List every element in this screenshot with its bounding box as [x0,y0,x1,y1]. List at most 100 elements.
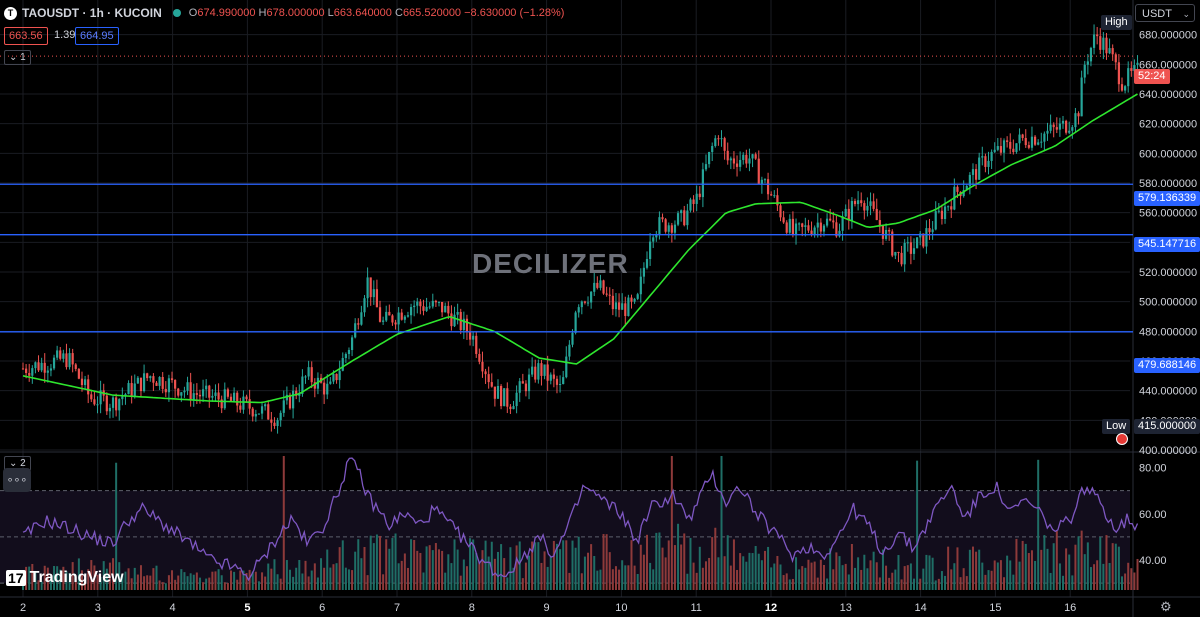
volume-bar [1136,558,1139,590]
candle-body [108,407,112,412]
candle-body [835,222,838,237]
volume-bar [127,568,130,590]
volume-bar [593,555,596,590]
candle-body [518,381,521,393]
volume-bar [788,579,791,590]
candle-body [1133,65,1136,71]
volume-bar [829,548,832,590]
volume-bar [1065,548,1068,590]
candle-body [524,383,528,392]
volume-bar [922,568,925,590]
candle-body [562,377,565,385]
candle-body [673,224,677,233]
candle-body [1015,143,1018,153]
candle-body [1120,84,1124,91]
volume-bar [202,582,205,590]
candle-body [527,374,531,392]
candle-body [251,408,254,417]
volume-bar [130,578,133,590]
volume-bar [31,563,34,590]
candle-body [354,323,357,338]
volume-bar [183,572,186,590]
volume-bar [438,549,441,590]
volume-bar [307,576,310,590]
candle-body [934,211,937,230]
volume-bar [785,573,788,590]
candle-body [37,362,40,371]
candle-body [270,419,273,423]
volume-bar [810,562,813,590]
pane1-collapse-button[interactable]: ⌄ 1 [4,50,31,65]
volume-bar [186,576,189,590]
candle-body [378,307,382,322]
watermark: DECILIZER [472,248,629,279]
candle-body [909,242,912,254]
volume-bar [751,553,754,590]
candle-body [863,203,866,211]
candle-body [1068,130,1071,133]
volume-bar [382,574,385,590]
candle-body [21,368,25,370]
candle-body [288,394,292,409]
candle-body [462,318,465,331]
us-flag-icon[interactable] [1116,433,1128,445]
gear-icon[interactable]: ⚙ [1160,599,1172,614]
volume-bar [1114,543,1117,590]
volume-bar [267,563,270,590]
candle-body [242,396,245,410]
volume-bar [701,567,704,590]
level-label-545[interactable]: 545.147716 [1134,237,1200,252]
candle-body [922,233,925,247]
candle-body [912,248,916,254]
volume-bar [214,571,217,590]
volume-bar [59,569,62,590]
candle-body [878,220,881,226]
candle-body [406,315,410,317]
candle-body [546,364,549,381]
candle-body [437,301,441,303]
volume-bar [1055,530,1058,590]
candle-body [822,225,826,232]
volume-bar [580,573,583,590]
volume-bar [301,573,304,590]
price-tick-label: 640.000000 [1139,89,1197,101]
candle-body [1043,133,1046,142]
volume-bar [826,578,829,590]
candle-body [943,206,947,219]
volume-bar [245,572,248,590]
level-label-579[interactable]: 579.136339 [1134,191,1200,206]
sell-price-button[interactable]: 663.56 [4,27,48,45]
time-tick-label: 2 [20,602,26,614]
candle-body [198,394,202,397]
candle-body [205,385,208,390]
high-label: High [1101,15,1132,30]
volume-bar [93,565,96,590]
candle-body [431,300,434,307]
candle-body [537,363,540,380]
candle-body [1102,37,1105,50]
volume-bar [1133,572,1136,590]
volume-bar [577,536,580,590]
candle-body [93,399,96,405]
candle-body [155,382,158,386]
volume-bar [990,570,993,590]
currency-select[interactable]: USDT ⌄ [1135,4,1195,22]
volume-bar [742,556,745,590]
volume-bar [391,537,394,590]
volume-bar [369,535,372,590]
candle-body [649,241,652,259]
symbol-title[interactable]: TAOUSDT · 1h · KUCOIN [22,6,162,20]
volume-bar [462,559,465,590]
buy-price-button[interactable]: 664.95 [75,27,119,45]
candle-body [142,373,146,392]
more-options-button[interactable]: ∘∘∘ [3,468,31,492]
volume-bar [211,571,214,590]
volume-bar [844,563,847,590]
candle-body [499,385,503,407]
volume-bar [329,567,332,590]
level-label-479[interactable]: 479.688146 [1134,358,1200,373]
candle-body [661,217,664,220]
volume-bar [177,575,180,590]
candle-body [658,217,661,235]
